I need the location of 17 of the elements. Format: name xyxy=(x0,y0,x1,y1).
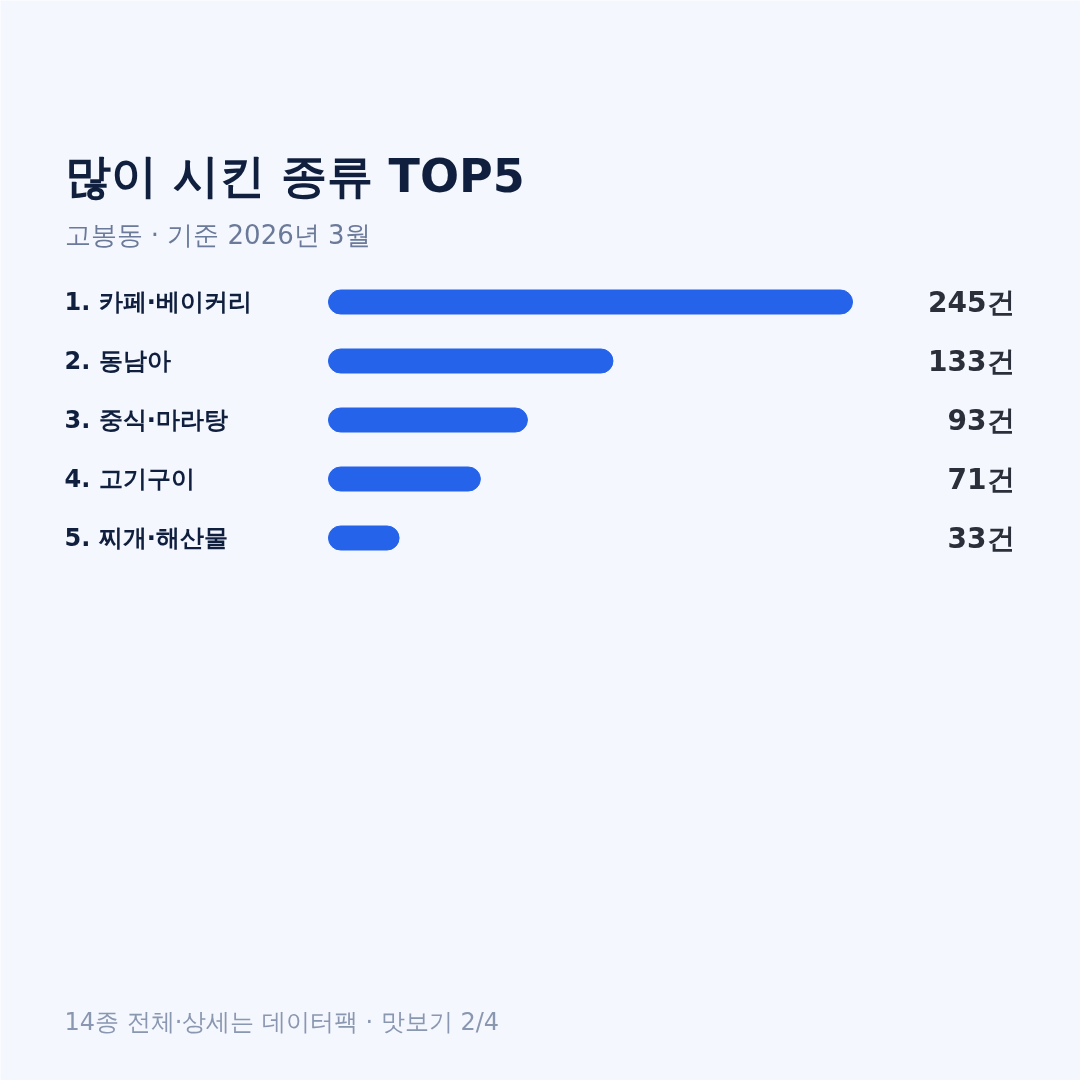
y-tick-label: 4. 고기구이 xyxy=(64,465,195,493)
data-label: 93건 xyxy=(947,403,1015,437)
y-tick-label: 5. 찌개·해산물 xyxy=(64,524,228,552)
chart-title: 많이 시킨 종류 TOP5 xyxy=(64,148,525,203)
bar xyxy=(328,289,853,315)
data-label: 71건 xyxy=(947,462,1015,496)
data-label: 33건 xyxy=(947,521,1015,555)
chart-subtitle: 고봉동 · 기준 2026년 3월 xyxy=(64,219,371,250)
bar xyxy=(328,348,614,374)
data-label: 133건 xyxy=(928,344,1015,378)
text: 14종 전체·상세는 데이터팩 · 맛보기 2/4 xyxy=(64,1007,500,1036)
y-tick-label: 1. 카페·베이커리 xyxy=(64,288,252,316)
y-tick-label: 2. 동남아 xyxy=(64,347,171,375)
bar xyxy=(328,407,528,433)
data-label: 245건 xyxy=(928,285,1015,319)
y-tick-label: 3. 중식·마라탕 xyxy=(64,406,228,434)
bar xyxy=(328,466,481,492)
